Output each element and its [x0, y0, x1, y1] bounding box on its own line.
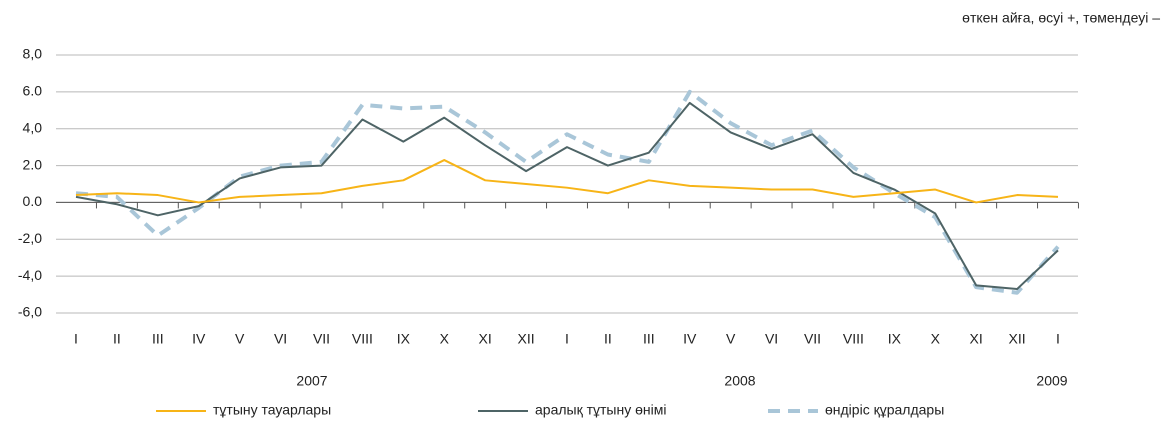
- x-tick-label: I: [565, 331, 569, 347]
- x-tick-label: XI: [970, 331, 983, 347]
- x-tick-label: III: [152, 331, 164, 347]
- x-tick-label: VI: [765, 331, 778, 347]
- y-tick-label: -6,0: [18, 304, 42, 320]
- year-label: 2009: [1036, 373, 1067, 389]
- y-tick-label: 2.0: [23, 156, 43, 172]
- x-tick-label: IV: [683, 331, 697, 347]
- x-tick-label: VII: [804, 331, 821, 347]
- series-line: [75, 101, 1059, 291]
- legend-label: тұтыну тауарлары: [213, 402, 331, 418]
- y-tick-label: 8,0: [23, 46, 43, 62]
- x-tick-label: II: [113, 331, 121, 347]
- x-tick-label: I: [74, 331, 78, 347]
- year-label: 2007: [296, 373, 327, 389]
- x-tick-label: II: [604, 331, 612, 347]
- series-line: [75, 159, 1059, 204]
- x-tick-label: X: [440, 331, 450, 347]
- legend-label: өндіріс құралдары: [825, 402, 944, 418]
- x-tick-label: IV: [192, 331, 206, 347]
- x-tick-label: V: [726, 331, 736, 347]
- x-tick-label: XII: [1009, 331, 1026, 347]
- x-tick-label: XII: [518, 331, 535, 347]
- x-tick-label: VIII: [352, 331, 373, 347]
- x-tick-label: VI: [274, 331, 287, 347]
- x-tick-label: VIII: [843, 331, 864, 347]
- legend-label: аралық тұтыну өнімі: [535, 402, 666, 418]
- x-tick-label: III: [643, 331, 655, 347]
- x-tick-label: IX: [397, 331, 411, 347]
- x-tick-label: V: [235, 331, 245, 347]
- y-tick-label: -2,0: [18, 230, 42, 246]
- series-line: [75, 89, 1060, 295]
- x-tick-label: I: [1056, 331, 1060, 347]
- y-tick-label: -4,0: [18, 267, 42, 283]
- year-label: 2008: [724, 373, 755, 389]
- y-tick-label: 0.0: [23, 193, 43, 209]
- x-tick-label: X: [931, 331, 941, 347]
- y-tick-label: 6.0: [23, 83, 43, 99]
- x-tick-label: IX: [888, 331, 902, 347]
- x-tick-label: XI: [479, 331, 492, 347]
- y-tick-label: 4,0: [23, 119, 43, 135]
- x-tick-label: VII: [313, 331, 330, 347]
- note: өткен айға, өсуі +, төмендеуі –: [962, 10, 1160, 26]
